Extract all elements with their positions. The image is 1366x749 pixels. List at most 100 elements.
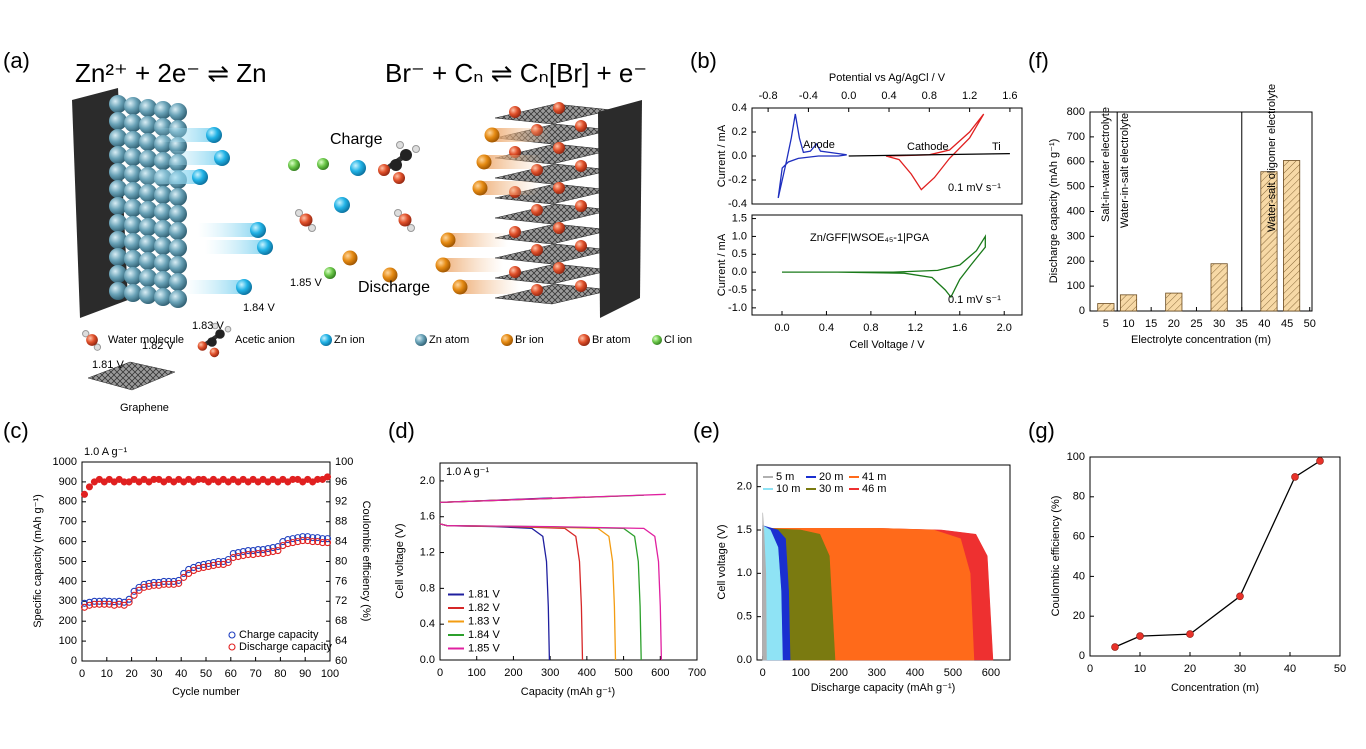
legend-label: 30 m <box>819 483 843 495</box>
y2-tick-label: 92 <box>335 496 347 508</box>
zn-atom <box>154 254 172 272</box>
y-tick-label: -1.0 <box>728 302 747 314</box>
zn-atom <box>169 239 187 257</box>
y-tick-label: 100 <box>1067 280 1085 292</box>
series-line <box>885 113 985 191</box>
y-tick-label: 0.0 <box>737 654 752 666</box>
y2-tick-label: 88 <box>335 516 347 528</box>
y-tick-label: 0.0 <box>420 654 435 666</box>
ion-trail <box>162 151 222 165</box>
marker <box>289 539 297 547</box>
hydrogen <box>396 141 404 149</box>
y2-tick-label: 60 <box>335 655 347 667</box>
y-tick-label: 0 <box>1079 650 1085 662</box>
x-tick-label: 30 <box>1234 663 1246 675</box>
zn-atom <box>154 101 172 119</box>
zn-atom <box>124 199 142 217</box>
x-axis-title: Electrolyte concentration (m) <box>1131 334 1271 346</box>
x-tick-label: 15 <box>1145 318 1157 330</box>
marker <box>1111 643 1119 651</box>
series-line <box>782 234 986 299</box>
zn-atom <box>169 290 187 308</box>
zn-atom <box>169 188 187 206</box>
zn-atom <box>124 250 142 268</box>
x-tick-label: 0.8 <box>922 90 937 102</box>
y-tick-label: 1.0 <box>732 230 747 242</box>
marker <box>95 600 103 608</box>
legend-label: 5 m <box>776 471 794 483</box>
zn-atom <box>109 214 127 232</box>
chart: 0 100 200 300 400 500 600 0.0 0.5 1.0 1.5 2.0 Discha… <box>693 418 1011 694</box>
chart: 0 10 20 30 40 50 0 20 40 60 80 100 Concentration (m)… <box>1028 418 1346 694</box>
y-axis-title: Specific capacity (mAh g⁻¹) <box>32 494 44 628</box>
marker <box>155 581 163 589</box>
y-tick-label: 1000 <box>53 456 77 468</box>
x-tick-label: 0.0 <box>841 90 856 102</box>
zn-ion <box>192 169 208 185</box>
panel-label: (b) <box>690 48 717 73</box>
zn-atom <box>154 186 172 204</box>
hydrogen <box>412 145 420 153</box>
marker <box>323 473 332 481</box>
legend-label: 1.81 V <box>468 588 500 600</box>
zn-atom <box>169 103 187 121</box>
x-tick-label: 2.0 <box>997 322 1012 334</box>
ion-trail <box>184 280 244 294</box>
cl-ion <box>324 267 336 279</box>
marker <box>254 549 262 558</box>
annotation: 1.84 V <box>243 302 275 314</box>
legend-label: 1.83 V <box>468 615 500 627</box>
br-atom <box>553 142 565 154</box>
zn-ion <box>320 334 332 346</box>
zn-atom <box>139 218 157 236</box>
marker <box>140 583 148 591</box>
x-tick-label: -0.4 <box>799 90 818 102</box>
bar <box>1283 160 1301 312</box>
x-axis-title: Concentration (m) <box>1171 682 1259 694</box>
x-tick-label: 20 <box>1168 318 1180 330</box>
marker <box>95 597 103 605</box>
x-tick-label: 300 <box>541 667 559 679</box>
zn-atom <box>139 286 157 304</box>
y-tick-label: 0.4 <box>732 102 747 114</box>
y-tick-label: 800 <box>59 496 77 508</box>
marker <box>229 549 237 558</box>
x-tick-label: 200 <box>830 667 848 679</box>
x-tick-label: 100 <box>321 668 339 680</box>
legend-label: 1.85 V <box>468 642 500 654</box>
panel-label: (a) <box>3 48 30 73</box>
series-line <box>1114 460 1321 648</box>
zn-atom <box>124 182 142 200</box>
marker <box>234 552 242 561</box>
process-label: Discharge <box>358 279 430 296</box>
y-tick-label: 500 <box>59 555 77 567</box>
y-tick-label: 1.6 <box>420 511 435 523</box>
marker <box>120 601 128 609</box>
x-tick-label: 1.6 <box>1002 90 1017 102</box>
chart: 0 10 20 30 40 50 60 70 80 90 100010020030040050060… <box>3 277 372 698</box>
marker <box>80 490 89 498</box>
x-tick-label: 0 <box>437 667 443 679</box>
legend-label: Br atom <box>592 334 631 346</box>
chart: 5 10 15 20 25 30 35 40 45 50010020030040050060070… <box>1028 48 1316 346</box>
electrode-plate <box>598 100 642 318</box>
marker <box>264 545 272 553</box>
br-atom <box>509 226 521 238</box>
x-tick-label: 0.8 <box>863 322 878 334</box>
chart: -0.8 -0.4 0.0 0.4 0.8 1.2 1.6 -0.4 -0.2 0.0 0.2 0.4… <box>690 48 1023 210</box>
y2-tick-label: 100 <box>335 456 353 468</box>
y-axis-title: Current / mA <box>716 233 728 296</box>
process-label: Charge <box>330 131 383 148</box>
y-tick-label: 2.0 <box>420 475 435 487</box>
x-tick-label: 90 <box>299 668 311 680</box>
water-h <box>93 343 102 351</box>
marker <box>323 535 332 543</box>
y-tick-label: -0.2 <box>728 174 747 186</box>
marker <box>175 576 183 584</box>
legend-label: 1.82 V <box>468 602 500 614</box>
bar <box>1165 292 1183 312</box>
y2-tick-label: 68 <box>335 615 347 627</box>
zn-ion <box>334 197 350 213</box>
annotation: 1.81 V <box>92 359 124 371</box>
marker <box>264 548 272 557</box>
